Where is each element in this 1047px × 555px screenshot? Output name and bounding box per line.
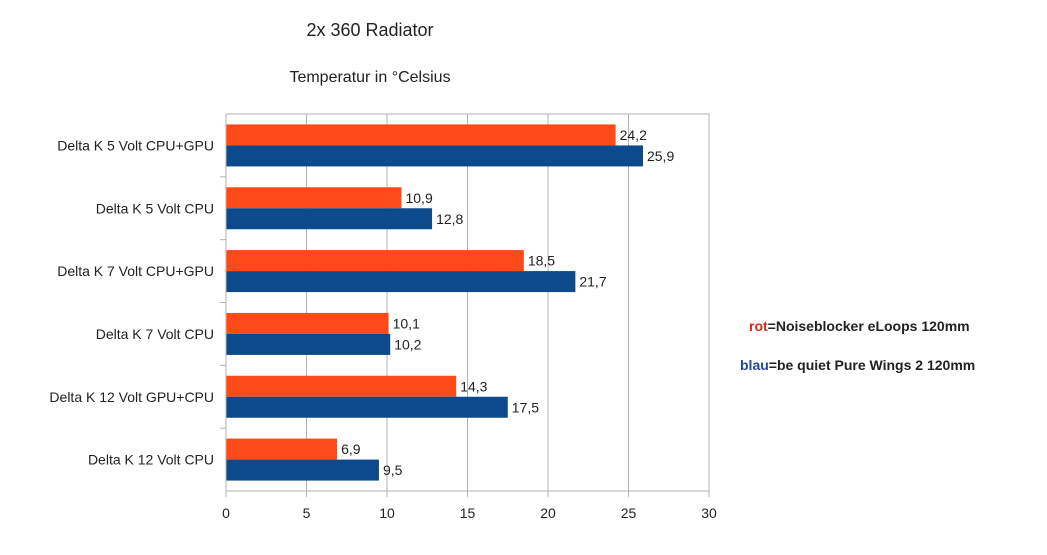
legend-entry-red: rot=Noiseblocker eLoops 120mm [749,318,1047,334]
data-label: 18,5 [528,253,555,269]
chart-subtitle: Temperatur in °Celsius [289,69,450,86]
chart-title: 2x 360 Radiator [306,20,433,40]
bar-series-1 [226,124,616,146]
data-label: 14,3 [460,378,487,394]
x-tick-label: 15 [460,505,476,521]
legend-blue-text: =be quiet Pure Wings 2 120mm [768,357,976,373]
x-tick-label: 20 [540,505,556,521]
x-tick-label: 25 [621,505,637,521]
data-label: 6,9 [341,441,361,457]
category-label: Delta K 12 Volt GPU+CPU [49,389,214,405]
x-tick-label: 0 [222,505,230,521]
bar-series-2 [226,208,433,230]
bar-series-1 [226,375,457,397]
x-tick-label: 5 [303,505,311,521]
legend-entry-blue: blau=be quiet Pure Wings 2 120mm [740,357,1047,373]
data-label: 21,7 [579,274,606,290]
category-label: Delta K 12 Volt CPU [88,452,214,468]
bar-series-2 [226,145,643,167]
bar-series-2 [226,396,508,418]
category-label: Delta K 7 Volt CPU+GPU [57,263,214,279]
bar-series-1 [226,312,389,334]
bar-series-2 [226,271,576,293]
data-label: 25,9 [647,148,674,164]
bar-series-1 [226,250,524,272]
legend-blue-keyword: blau [740,357,769,373]
data-label: 10,2 [394,336,421,352]
legend-red-keyword: rot [749,318,768,334]
category-label: Delta K 5 Volt CPU+GPU [57,137,214,153]
data-label: 24,2 [620,127,647,143]
bar-series-1 [226,187,402,209]
legend-red-text: =Noiseblocker eLoops 120mm [767,318,970,334]
x-tick-label: 30 [701,505,717,521]
bar-series-2 [226,333,391,355]
plot-area: 0 5 10 15 20 25 30 Delta K 5 Volt CPU+GPU 24,225… [49,113,717,521]
data-label: 10,9 [405,190,432,206]
data-label: 17,5 [512,399,539,415]
data-label: 9,5 [383,462,403,478]
bar-series-2 [226,459,379,481]
data-label: 12,8 [436,211,463,227]
bar-series-1 [226,438,338,460]
x-tick-label: 10 [379,505,395,521]
data-label: 10,1 [393,315,420,331]
category-label: Delta K 5 Volt CPU [96,200,214,216]
category-label: Delta K 7 Volt CPU [96,326,214,342]
